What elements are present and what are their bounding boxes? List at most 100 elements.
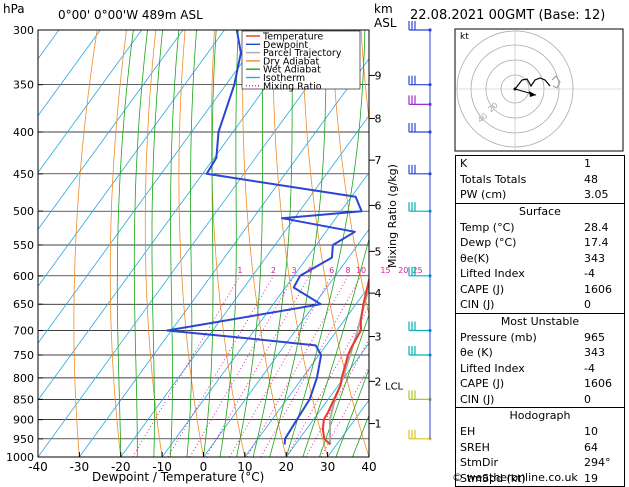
pressure-tick-label: 950 bbox=[13, 433, 34, 446]
isotherm-line bbox=[38, 30, 184, 231]
mixing-ratio-label: 10 bbox=[356, 266, 366, 275]
legend-entry: Parcel Trajectory bbox=[263, 48, 342, 59]
pressure-tick-label: 300 bbox=[13, 24, 34, 37]
most-unstable-index-label: CIN (J) bbox=[460, 392, 495, 406]
pressure-tick-label: 600 bbox=[13, 270, 34, 283]
dry-adiabat bbox=[272, 30, 328, 457]
general-index-row: Totals Totals 48 bbox=[456, 172, 624, 188]
mixing-ratio-label: 15 bbox=[380, 266, 390, 275]
wet-adiabat bbox=[285, 30, 366, 457]
pressure-tick-label: 1000 bbox=[6, 451, 34, 464]
x-tick-label: 30 bbox=[320, 460, 335, 474]
dewpoint-line bbox=[166, 30, 363, 445]
dry-adiabat bbox=[73, 30, 98, 457]
hodograph-index-label: EH bbox=[460, 425, 476, 438]
pressure-tick-label: 350 bbox=[13, 79, 34, 92]
isotherm-line bbox=[79, 58, 369, 457]
hodograph-origin bbox=[513, 87, 517, 91]
hodograph-index-value: 64 bbox=[584, 440, 598, 454]
most-unstable-index-value: 0 bbox=[584, 392, 591, 406]
dry-adiabat bbox=[144, 30, 163, 457]
location-label: 0°00' 0°00'W 489m ASL bbox=[58, 8, 203, 22]
most-unstable-index-value: 343 bbox=[584, 346, 605, 359]
surface-index-row: CAPE (J) 1606 bbox=[456, 282, 624, 298]
surface-index-row: Dewp (°C) 17.4 bbox=[456, 235, 624, 251]
x-tick-label: 10 bbox=[237, 460, 252, 474]
wet-adiabat bbox=[252, 30, 294, 457]
mixing-ratio-line bbox=[205, 275, 310, 457]
isotherm-line bbox=[120, 114, 369, 457]
hodograph-title: Hodograph bbox=[509, 409, 571, 422]
hodograph-index-label: SREH bbox=[460, 440, 490, 454]
hodograph-index-row: EH 10 bbox=[456, 424, 624, 440]
wet-adiabat bbox=[170, 30, 180, 457]
general-index-label: PW (cm) bbox=[460, 188, 507, 201]
mixing-ratio-label: 6 bbox=[329, 266, 334, 275]
most-unstable-index-label: θe (K) bbox=[460, 346, 493, 359]
wet-adiabat bbox=[186, 30, 197, 457]
legend-box bbox=[241, 30, 361, 90]
pressure-tick-label: 500 bbox=[13, 205, 34, 218]
pressure-tick-label: 450 bbox=[13, 168, 34, 181]
wind-profile-line bbox=[415, 29, 431, 439]
dry-adiabat bbox=[109, 30, 127, 457]
mixing-ratio-label: 2 bbox=[271, 266, 276, 275]
surface-index-label: θe(K) bbox=[460, 251, 490, 265]
surface-index-label: CAPE (J) bbox=[460, 282, 505, 296]
surface-index-value: 28.4 bbox=[584, 220, 609, 234]
profile-series bbox=[166, 30, 369, 446]
hodograph-index-value: 19 bbox=[584, 471, 598, 485]
most-unstable-index-row: CAPE (J) 1606 bbox=[456, 376, 624, 392]
wet-adiabat bbox=[269, 30, 327, 457]
km-tick-label: 8 bbox=[375, 112, 382, 125]
isotherm-line bbox=[38, 30, 143, 174]
surface-index-row: CIN (J) 0 bbox=[456, 297, 624, 313]
legend-entry: Isotherm bbox=[263, 73, 305, 84]
legend-entry: Mixing Ratio bbox=[263, 81, 322, 92]
x-tick-label: -30 bbox=[70, 460, 90, 474]
x-tick-label: -10 bbox=[152, 460, 172, 474]
x-tick-label: 0 bbox=[200, 460, 208, 474]
general-index-row: PW (cm) 3.05 bbox=[456, 187, 624, 203]
pressure-tick-label: 800 bbox=[13, 372, 34, 385]
km-tick-label: 2 bbox=[375, 375, 382, 388]
surface-index-value: -4 bbox=[584, 267, 595, 280]
most-unstable-index-label: CAPE (J) bbox=[460, 377, 505, 390]
axes: 3003504004505005506006507007508008509009… bbox=[6, 24, 423, 474]
mixing-ratio-line bbox=[132, 275, 241, 457]
hodograph-index-value: 294° bbox=[584, 456, 611, 469]
wet-adiabat bbox=[219, 30, 239, 457]
hodograph-index-row: StmDir 294° bbox=[456, 455, 624, 471]
wind-barbs bbox=[408, 21, 432, 441]
isotherm-line bbox=[38, 30, 267, 344]
x-tick-label: 20 bbox=[279, 460, 294, 474]
storm-motion-arrow bbox=[529, 91, 536, 97]
wet-adiabat bbox=[203, 30, 217, 457]
mixing-ratio-line bbox=[286, 305, 369, 457]
km-tick-label: 4 bbox=[375, 287, 382, 300]
hodograph-index-label: StmSpd (kt) bbox=[460, 471, 526, 485]
km-tick-label: 5 bbox=[375, 245, 382, 258]
hodograph-frame bbox=[454, 28, 624, 152]
most-unstable-index-value: 1606 bbox=[584, 377, 612, 390]
hodograph-grid bbox=[456, 30, 623, 150]
pressure-tick-label: 850 bbox=[13, 393, 34, 406]
isotherm-line bbox=[161, 171, 369, 457]
most-unstable-index-value: 965 bbox=[584, 330, 605, 344]
most-unstable-index-value: -4 bbox=[584, 361, 595, 375]
x-tick-label: -20 bbox=[111, 460, 131, 474]
hodograph-index-row: SREH 64 bbox=[456, 440, 624, 456]
isotherm-line bbox=[38, 30, 101, 117]
surface-index-label: Lifted Index bbox=[460, 267, 525, 280]
legend-entry: Temperature bbox=[262, 32, 323, 43]
general-index-value: 1 bbox=[584, 157, 591, 170]
mixing-ratio-axis-label: Mixing Ratio (g/kg) bbox=[386, 164, 399, 268]
surface-index-row: Temp (°C) 28.4 bbox=[456, 220, 624, 236]
most-unstable-title: Most Unstable bbox=[500, 314, 580, 328]
pressure-tick-label: 650 bbox=[13, 298, 34, 311]
mixing-ratio-label: 25 bbox=[412, 266, 422, 275]
